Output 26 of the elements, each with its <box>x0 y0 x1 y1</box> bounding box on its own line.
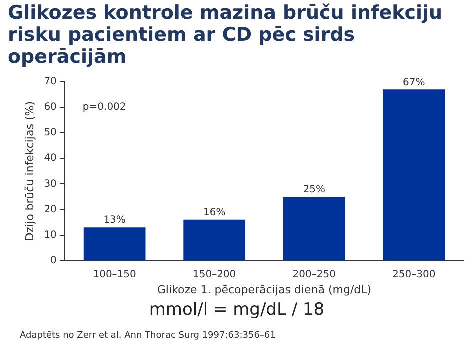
bar <box>184 220 246 260</box>
y-tick-label: 60 <box>44 102 57 114</box>
y-tick-label: 30 <box>44 178 57 190</box>
y-tick-label: 0 <box>50 255 57 266</box>
bar <box>84 228 146 260</box>
bar <box>383 90 446 260</box>
y-tick-label: 10 <box>44 230 57 241</box>
text: mmol/l = mg/dL / 18 <box>148 300 326 320</box>
y-axis-title: Dzijo brūču infekcijas (%) <box>23 102 36 242</box>
bar <box>283 196 346 260</box>
x-tick-label: 150–200 <box>192 269 236 280</box>
y-tick-label: 20 <box>44 204 57 216</box>
annotation: p=0.002 <box>82 102 126 114</box>
data-label: 13% <box>104 215 126 226</box>
data-label: 16% <box>203 208 226 219</box>
x-axis-title: Glikoze 1. pēcoperācijas dienā (mg/dL) <box>157 283 372 296</box>
x-tick-label: 250–300 <box>392 269 436 280</box>
y-tick-label: 70 <box>44 76 57 88</box>
x-tick-label: 100–150 <box>93 269 136 280</box>
y-tick-label: 40 <box>44 153 57 164</box>
text: Adaptēts no Zerr et al. Ann Thorac Surg 1997;63:356–61 <box>20 331 276 341</box>
y-tick-label: 50 <box>44 128 57 139</box>
x-tick-label: 200–250 <box>292 269 336 280</box>
chart-title: Glikozes kontrole mazina brūču infekciju risku pacientiem ar CD pēc sirds operācijām <box>8 2 444 68</box>
data-label: 25% <box>303 184 326 196</box>
data-label: 67% <box>403 77 426 88</box>
